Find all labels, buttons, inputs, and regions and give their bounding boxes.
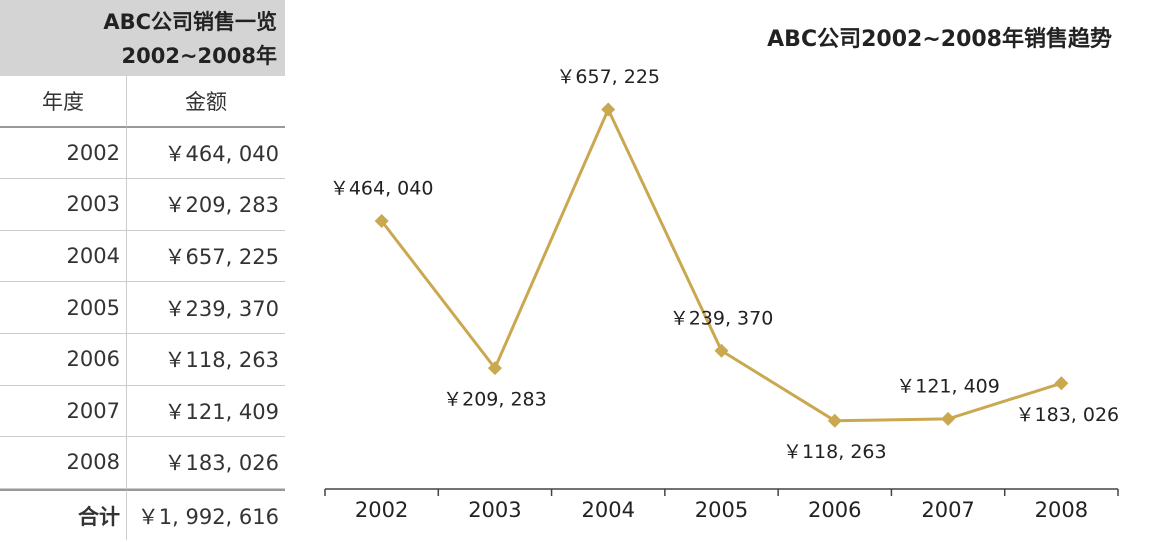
amount-cell: ￥118, 263 bbox=[127, 334, 285, 386]
x-tick-label: 2004 bbox=[581, 498, 634, 522]
marker bbox=[374, 214, 389, 229]
data-label: ￥209, 283 bbox=[443, 389, 547, 411]
x-tick-label: 2003 bbox=[468, 498, 521, 522]
year-cell: 2006 bbox=[0, 334, 127, 386]
marker bbox=[487, 361, 502, 376]
x-tick-label: 2005 bbox=[695, 498, 748, 522]
data-label: ￥121, 409 bbox=[896, 375, 1000, 397]
data-label: ￥464, 040 bbox=[330, 178, 434, 200]
amount-cell: ￥464, 040 bbox=[127, 128, 285, 180]
total-amount: ￥1, 992, 616 bbox=[127, 488, 285, 541]
year-cell: 2008 bbox=[0, 437, 127, 489]
table-header: 金额 bbox=[127, 76, 285, 128]
x-tick-label: 2006 bbox=[808, 498, 861, 522]
year-cell: 2004 bbox=[0, 230, 127, 283]
sales-table: ABC公司销售一览 2002~2008年年度 金额 2002 ￥464, 040 2003… bbox=[0, 0, 285, 542]
marker bbox=[714, 343, 729, 358]
marker bbox=[941, 411, 956, 426]
year-cell: 2005 bbox=[0, 282, 127, 334]
marker bbox=[1054, 376, 1069, 391]
total-label: 合计 bbox=[0, 488, 127, 541]
marker bbox=[827, 413, 842, 428]
x-tick-label: 2007 bbox=[921, 498, 974, 522]
chart-title: ABC公司2002~2008年销售趋势 bbox=[767, 26, 1112, 52]
data-label: ￥657, 225 bbox=[556, 66, 660, 88]
amount-cell: ￥183, 026 bbox=[127, 437, 285, 489]
amount-cell: ￥239, 370 bbox=[127, 282, 285, 334]
chart-area bbox=[287, 0, 1157, 542]
table-header: 年度 bbox=[0, 76, 127, 128]
year-cell: 2003 bbox=[0, 179, 127, 231]
amount-cell: ￥209, 283 bbox=[127, 179, 285, 231]
x-tick-label: 2002 bbox=[355, 498, 408, 522]
marker bbox=[601, 102, 616, 117]
table-title: ABC公司销售一览 bbox=[103, 10, 277, 34]
year-cell: 2002 bbox=[0, 127, 127, 180]
amount-cell: ￥121, 409 bbox=[127, 386, 285, 438]
x-tick-label: 2008 bbox=[1035, 498, 1088, 522]
data-label: ￥239, 370 bbox=[670, 307, 774, 329]
data-label: ￥118, 263 bbox=[783, 441, 887, 463]
data-label: ￥183, 026 bbox=[1016, 404, 1120, 426]
table-title-bg bbox=[0, 0, 285, 76]
year-cell: 2007 bbox=[0, 385, 127, 438]
amount-cell: ￥657, 225 bbox=[127, 231, 285, 283]
table-title: 2002~2008年 bbox=[121, 44, 278, 68]
